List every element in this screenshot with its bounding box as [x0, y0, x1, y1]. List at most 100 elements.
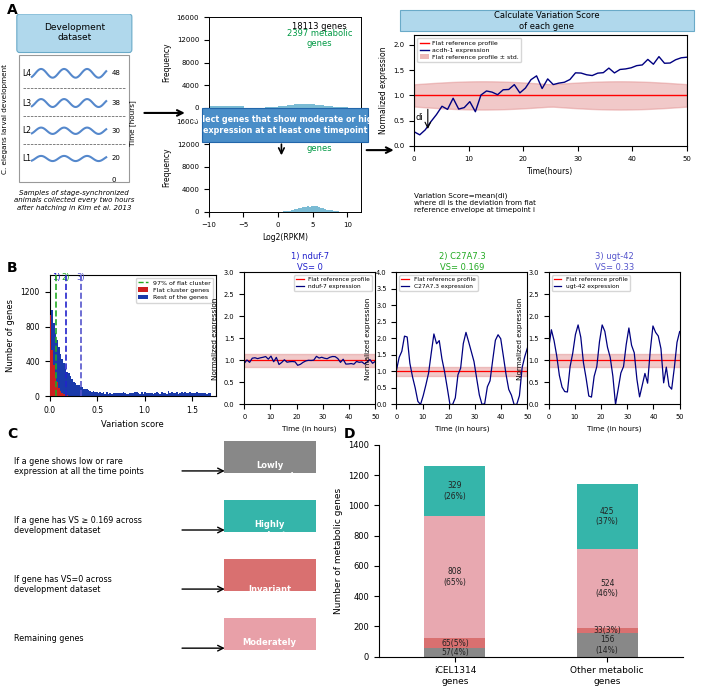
Bar [173, 393, 174, 396]
Text: 0: 0 [112, 177, 116, 183]
Bar [425, 638, 486, 648]
Text: 1): 1) [52, 272, 60, 281]
Bar [127, 394, 130, 396]
Bar [59, 391, 61, 396]
Bar [51, 350, 53, 396]
Bar [304, 206, 307, 212]
Bar [64, 395, 66, 396]
Text: If gene has VS=0 across
development dataset: If gene has VS=0 across development data… [14, 575, 112, 594]
Text: 808
(65%): 808 (65%) [443, 567, 467, 587]
Legend: Flat reference profile, nduf-7 expression: Flat reference profile, nduf-7 expressio… [294, 275, 372, 291]
Bar [326, 106, 329, 108]
Bar [309, 104, 311, 108]
Bar [191, 393, 193, 396]
X-axis label: Time (in hours): Time (in hours) [587, 426, 641, 432]
Bar [213, 106, 215, 108]
Bar [125, 393, 126, 396]
Bar [83, 389, 84, 396]
Bar [577, 484, 638, 549]
Bar [120, 393, 121, 396]
Bar [68, 373, 69, 396]
Bar [278, 106, 280, 108]
Bar [78, 385, 79, 396]
Bar [98, 393, 99, 396]
Bar [171, 392, 173, 396]
Legend: Flat reference profile, ugt-42 expression: Flat reference profile, ugt-42 expressio… [552, 275, 630, 291]
Y-axis label: Normalized expression: Normalized expression [365, 297, 370, 379]
Bar [64, 368, 66, 396]
Bar [163, 393, 164, 396]
Y-axis label: Number of genes: Number of genes [6, 299, 15, 372]
Y-axis label: Normalized expression: Normalized expression [212, 297, 218, 379]
Bar [333, 106, 335, 108]
Bar [84, 389, 86, 396]
Bar [179, 393, 181, 396]
Bar [425, 466, 486, 516]
Bar [148, 393, 149, 396]
Text: 425
(37%): 425 (37%) [595, 507, 619, 526]
Bar [154, 393, 156, 396]
Bar [76, 385, 78, 396]
Bar [61, 359, 63, 396]
Bar [577, 549, 638, 628]
Bar [58, 389, 59, 396]
Bar [300, 208, 302, 212]
Bar [276, 107, 278, 108]
Bar [169, 393, 171, 396]
Bar [282, 106, 285, 108]
FancyBboxPatch shape [224, 559, 316, 591]
Bar [135, 391, 136, 396]
Legend: Flat reference profile, C27A7.3 expression: Flat reference profile, C27A7.3 expressi… [399, 275, 478, 291]
Bar [224, 106, 227, 108]
Bar [217, 106, 219, 108]
Bar [168, 391, 169, 396]
Bar [425, 648, 486, 657]
Text: B: B [7, 261, 18, 275]
Bar [227, 106, 229, 108]
Y-axis label: Normalized expression: Normalized expression [379, 47, 388, 134]
Bar [292, 105, 294, 108]
Bar [331, 211, 333, 212]
Bar [94, 392, 96, 396]
Bar [241, 106, 244, 108]
Bar [298, 208, 300, 212]
Bar [72, 379, 73, 396]
Title: 1) nduf-7
VS= 0: 1) nduf-7 VS= 0 [291, 252, 329, 272]
Text: 329
(26%): 329 (26%) [443, 482, 467, 501]
Bar [296, 209, 298, 212]
X-axis label: Log2(RPKM): Log2(RPKM) [262, 234, 308, 243]
Bar [209, 106, 211, 108]
Bar [233, 106, 235, 108]
Bar [231, 106, 233, 108]
Bar [58, 348, 59, 396]
Bar [274, 107, 276, 108]
Bar [53, 323, 55, 396]
Y-axis label: Normalized expression: Normalized expression [517, 297, 523, 379]
Title: 3) ugt-42
VS= 0.33: 3) ugt-42 VS= 0.33 [595, 252, 634, 272]
Bar [326, 209, 329, 212]
Text: C: C [7, 427, 17, 441]
Bar [176, 392, 178, 396]
Bar [103, 391, 105, 396]
Bar [178, 394, 179, 396]
Text: Moderately
variant: Moderately variant [243, 639, 297, 658]
Bar [93, 391, 94, 396]
Bar [311, 206, 313, 212]
Bar [188, 393, 189, 396]
Bar [149, 393, 151, 396]
Bar [235, 106, 237, 108]
Bar [55, 375, 56, 396]
Bar [161, 392, 163, 396]
Legend: Flat reference profile, acdh-1 expression, Flat reference profile ± std.: Flat reference profile, acdh-1 expressio… [417, 38, 521, 62]
Bar [215, 106, 217, 108]
Bar [73, 382, 74, 396]
Bar [67, 395, 68, 396]
Bar [146, 393, 148, 396]
Text: If a gene has VS ≥ 0.169 across
development dataset: If a gene has VS ≥ 0.169 across developm… [14, 516, 142, 535]
FancyBboxPatch shape [224, 618, 316, 650]
Text: 3): 3) [76, 272, 85, 281]
Bar [287, 211, 290, 212]
Bar [115, 393, 116, 396]
Bar [302, 104, 304, 108]
Bar [131, 393, 133, 396]
